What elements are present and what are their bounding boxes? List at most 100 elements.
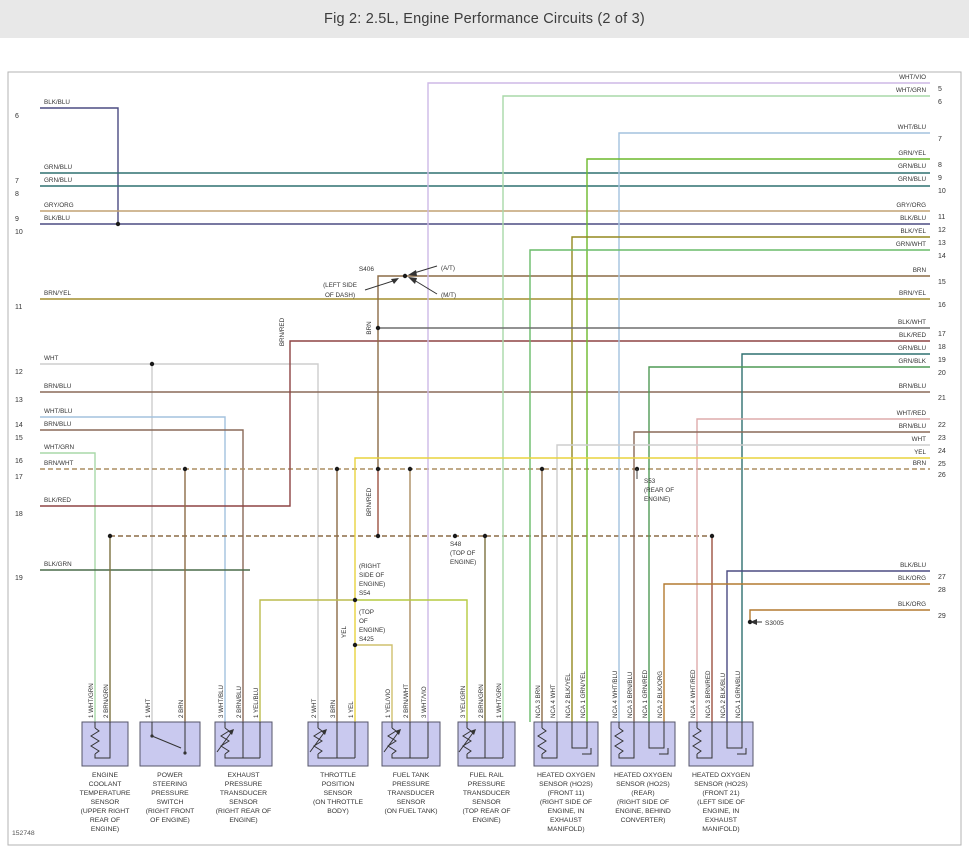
right-pin-number: 14 <box>938 253 946 260</box>
splice-label-s48: (TOP OF <box>450 550 475 557</box>
component-location: (RIGHT FRONT OF ENGINE) <box>145 807 195 824</box>
component-pin-label: 1 YEL/BLU <box>253 688 260 719</box>
component-pin-label: 1 YEL <box>348 701 355 718</box>
splice-label-s54: (RIGHT <box>359 563 381 570</box>
left-pin-number: 18 <box>15 511 23 518</box>
component-label: HEATED OXYGEN SENSOR (HO2S) (FRONT 11) (R… <box>532 772 600 835</box>
wire <box>40 416 226 722</box>
wire <box>427 82 930 722</box>
component-pin-label: NCA 1 GRN/YEL <box>580 671 587 718</box>
junction-dot <box>375 533 381 539</box>
wire <box>648 366 930 722</box>
wire <box>571 236 930 722</box>
component-pin-label: NCA 2 BLK/ORG <box>657 671 664 718</box>
junction-dot <box>402 273 408 279</box>
left-pin-number: 13 <box>15 397 23 404</box>
right-pin-number: 25 <box>938 461 946 468</box>
arrowhead-icon <box>470 729 476 735</box>
component-location: (LEFT SIDE OF ENGINE, IN EXHAUST MANIFOL… <box>697 798 745 833</box>
component-pin-label: NCA 4 WHT/BLU <box>612 671 619 718</box>
right-pin-wire-label: WHT <box>912 436 926 443</box>
junction-dot <box>709 533 715 539</box>
component-symbol <box>537 727 547 755</box>
junction-dot <box>482 533 488 539</box>
inline-wire-label: YEL <box>341 626 348 638</box>
right-pin-number: 19 <box>938 357 946 364</box>
component-pin-label: NCA 2 BLK/YEL <box>565 673 572 718</box>
component-name: ENGINE COOLANT TEMPERATURE SENSOR <box>79 772 131 806</box>
right-pin-number: 23 <box>938 435 946 442</box>
splice-label-s425: (TOP <box>359 609 374 616</box>
component-pin-label: 2 BRN/GRN <box>478 684 485 718</box>
right-pin-wire-label: BRN <box>913 267 927 274</box>
left-pin-wire-label: WHT/BLU <box>44 408 73 415</box>
splice-label-s53: S53 <box>644 478 656 485</box>
right-pin-wire-label: BLK/YEL <box>900 228 926 235</box>
component-pin-label: NCA 1 GRN/RED <box>642 669 649 718</box>
splice-label-s54: S54 <box>359 590 371 597</box>
right-pin-wire-label: BRN/BLU <box>899 383 927 390</box>
component-symbol <box>618 722 635 759</box>
component-pin-label: NCA 3 BRN <box>535 685 542 718</box>
right-pin-wire-label: GRN/BLK <box>898 358 926 365</box>
right-pin-wire-label: BLK/ORG <box>898 575 926 582</box>
wire <box>259 599 355 722</box>
component-label: EXHAUST PRESSURE TRANSDUCER SENSOR (RIGHT… <box>214 772 274 826</box>
junction-dot <box>375 325 381 331</box>
right-pin-wire-label: GRY/ORG <box>896 202 926 209</box>
right-pin-number: 10 <box>938 188 946 195</box>
component-symbol <box>224 754 260 759</box>
left-pin-number: 12 <box>15 369 23 376</box>
component-name: FUEL RAIL PRESSURE TRANSDUCER SENSOR <box>462 772 511 806</box>
right-pin-wire-label: GRN/WHT <box>896 241 926 248</box>
component-symbol <box>737 748 747 755</box>
left-pin-number: 7 <box>15 178 19 185</box>
figure-titlebar: Fig 2: 2.5L, Engine Performance Circuits… <box>0 0 969 38</box>
component-pin-label: 1 WHT/GRN <box>496 683 503 718</box>
component-location: (RIGHT SIDE OF ENGINE, BEHIND CONVERTER) <box>615 798 671 824</box>
component-pin-label: 3 WHT/BLU <box>218 685 225 718</box>
component-location: (ON THROTTLE BODY) <box>312 798 364 815</box>
figure-title: Fig 2: 2.5L, Engine Performance Circuits… <box>324 11 645 27</box>
right-pin-wire-label: BLK/BLU <box>900 215 926 222</box>
left-pin-number: 15 <box>15 435 23 442</box>
junction-dot <box>539 466 545 472</box>
component-symbol <box>216 729 234 753</box>
component-symbol <box>151 735 182 749</box>
wire <box>633 431 930 722</box>
component-pin-label: 1 YEL/VIO <box>385 689 392 718</box>
diagram-border <box>7 71 962 846</box>
wire <box>726 570 930 722</box>
wire <box>355 644 393 722</box>
wire <box>618 132 930 722</box>
right-pin-number: 16 <box>938 302 946 309</box>
wire <box>40 340 930 507</box>
junction-dot <box>149 361 155 367</box>
splice-label-s54: ENGINE) <box>359 581 385 588</box>
right-pin-wire-label: BLK/RED <box>899 332 926 339</box>
component-location: (UPPER RIGHT REAR OF ENGINE) <box>80 807 130 833</box>
right-pin-number: 29 <box>938 613 946 620</box>
arrowhead-icon <box>228 729 234 735</box>
right-pin-wire-label: GRN/BLU <box>898 345 926 352</box>
inline-wire-label: BRN/RED <box>366 487 373 516</box>
component-name: POWER STEERING PRESSURE SWITCH <box>151 772 189 806</box>
right-pin-number: 7 <box>938 136 942 143</box>
component-pin-label: 2 WHT <box>311 699 318 718</box>
junction-dot <box>352 597 358 603</box>
component-box <box>139 721 201 767</box>
right-pin-number: 27 <box>938 574 946 581</box>
splice-label-s425: OF <box>359 618 368 625</box>
component-symbol <box>94 722 111 759</box>
component-symbol <box>541 722 558 759</box>
right-pin-wire-label: YEL <box>914 449 926 456</box>
wire <box>586 158 930 722</box>
wire <box>556 444 930 722</box>
component-name: HEATED OXYGEN SENSOR (HO2S) (FRONT 21) <box>691 772 751 797</box>
left-pin-wire-label: BRN/BLU <box>44 383 72 390</box>
left-pin-wire-label: BLK/RED <box>44 497 71 504</box>
right-pin-number: 8 <box>938 162 942 169</box>
annotation-arrow <box>413 279 438 295</box>
component-pin-label: 2 BRN/BLU <box>236 686 243 718</box>
left-pin-number: 11 <box>15 304 22 311</box>
